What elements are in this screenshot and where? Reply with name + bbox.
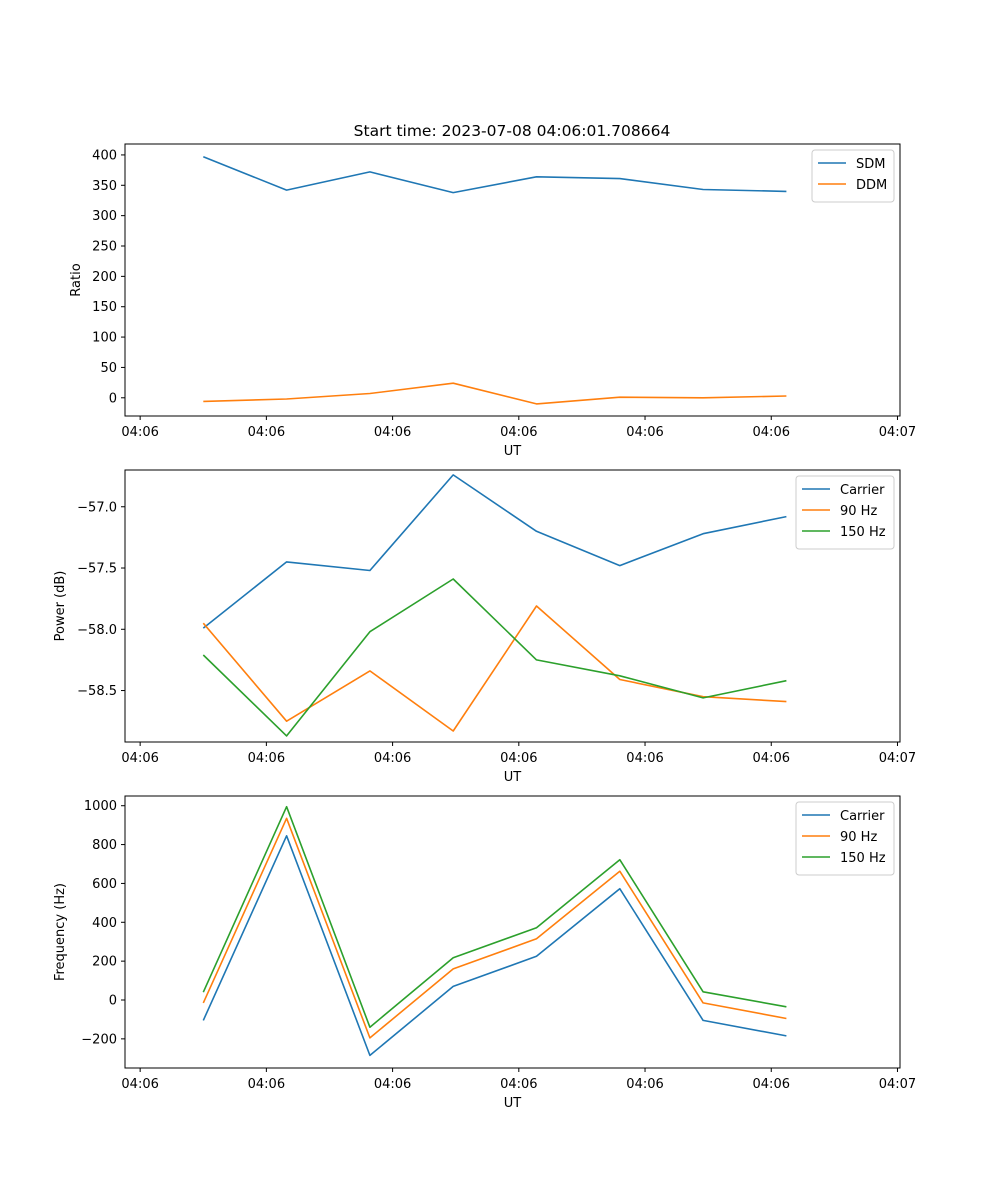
x-tick-label: 04:06 — [753, 751, 790, 766]
y-tick-label: 600 — [92, 877, 117, 892]
x-tick-label: 04:06 — [753, 1077, 790, 1092]
y-tick-label: 150 — [92, 300, 117, 315]
legend-label: Carrier — [840, 483, 885, 498]
x-axis-label: UT — [504, 1096, 522, 1111]
y-tick-label: 50 — [100, 361, 117, 376]
x-tick-label: 04:06 — [121, 1077, 158, 1092]
series-line-150-hz — [202, 805, 787, 1028]
x-tick-label: 04:06 — [753, 425, 790, 440]
series-line-ddm — [203, 382, 787, 405]
axes-frame — [124, 143, 901, 417]
x-tick-label: 04:06 — [626, 751, 663, 766]
x-tick-label: 04:07 — [879, 425, 916, 440]
y-tick-label: −200 — [81, 1032, 117, 1047]
y-tick-label: −58.5 — [77, 684, 117, 699]
x-tick-label: 04:07 — [879, 751, 916, 766]
x-tick-label: 04:06 — [374, 751, 411, 766]
legend-label: 150 Hz — [840, 851, 886, 866]
y-tick-label: 0 — [109, 994, 117, 1009]
y-tick-label: 200 — [92, 955, 117, 970]
series-line-sdm — [203, 156, 787, 194]
y-axis-label: Ratio — [69, 263, 84, 296]
subplot-2: 04:06 04:06 04:06 04:06 04:06 04:06 04:07 UT −58… — [53, 469, 916, 785]
y-tick-label: 200 — [92, 270, 117, 285]
legend: Carrier 90 Hz 150 Hz — [795, 475, 895, 550]
y-tick-label: 400 — [92, 916, 117, 931]
y-tick-label: 100 — [92, 331, 117, 346]
y-tick-label: 1000 — [84, 799, 117, 814]
legend-label: 90 Hz — [840, 830, 877, 845]
legend-label: 150 Hz — [840, 525, 886, 540]
x-tick-label: 04:06 — [248, 1077, 285, 1092]
legend: Carrier 90 Hz 150 Hz — [795, 801, 895, 876]
y-tick-label: 350 — [92, 179, 117, 194]
y-axis-label: Power (dB) — [53, 571, 68, 642]
axes-frame — [124, 469, 901, 743]
x-tick-label: 04:06 — [374, 425, 411, 440]
axes-frame — [124, 795, 901, 1069]
legend-label: DDM — [856, 178, 887, 193]
y-tick-label: 0 — [109, 391, 117, 406]
subplot-3: 04:06 04:06 04:06 04:06 04:06 04:06 04:07 UT −20… — [53, 795, 916, 1111]
x-tick-label: 04:06 — [500, 751, 537, 766]
y-tick-label: 800 — [92, 838, 117, 853]
legend: SDM DDM — [811, 149, 895, 203]
y-tick-label: 400 — [92, 148, 117, 163]
x-tick-label: 04:06 — [121, 751, 158, 766]
x-tick-label: 04:06 — [500, 425, 537, 440]
x-tick-label: 04:06 — [121, 425, 158, 440]
y-tick-label: 250 — [92, 240, 117, 255]
y-tick-label: −57.5 — [77, 562, 117, 577]
x-axis-label: UT — [504, 770, 522, 785]
x-axis-label: UT — [504, 444, 522, 459]
plots-container: 04:06 04:06 04:06 04:06 04:06 04:06 04:07 UT 0 50… — [53, 143, 916, 1111]
legend-label: 90 Hz — [840, 504, 877, 519]
series-line-carrier — [202, 834, 787, 1057]
x-tick-label: 04:06 — [248, 751, 285, 766]
y-axis-label: Frequency (Hz) — [53, 883, 68, 981]
x-tick-label: 04:06 — [500, 1077, 537, 1092]
y-tick-label: −58.0 — [77, 623, 117, 638]
x-tick-label: 04:06 — [626, 425, 663, 440]
figure-title: Start time: 2023-07-08 04:06:01.708664 — [354, 122, 671, 140]
y-tick-label: 300 — [92, 209, 117, 224]
subplot-1: 04:06 04:06 04:06 04:06 04:06 04:06 04:07 UT 0 50… — [69, 143, 916, 459]
x-tick-label: 04:06 — [248, 425, 285, 440]
x-tick-label: 04:07 — [879, 1077, 916, 1092]
legend-label: SDM — [856, 157, 885, 172]
x-tick-label: 04:06 — [374, 1077, 411, 1092]
series-line-150-hz — [202, 578, 787, 737]
x-tick-label: 04:06 — [626, 1077, 663, 1092]
series-line-90-hz — [202, 817, 787, 1039]
y-tick-label: −57.0 — [77, 500, 117, 515]
series-line-carrier — [202, 474, 787, 629]
legend-label: Carrier — [840, 809, 885, 824]
